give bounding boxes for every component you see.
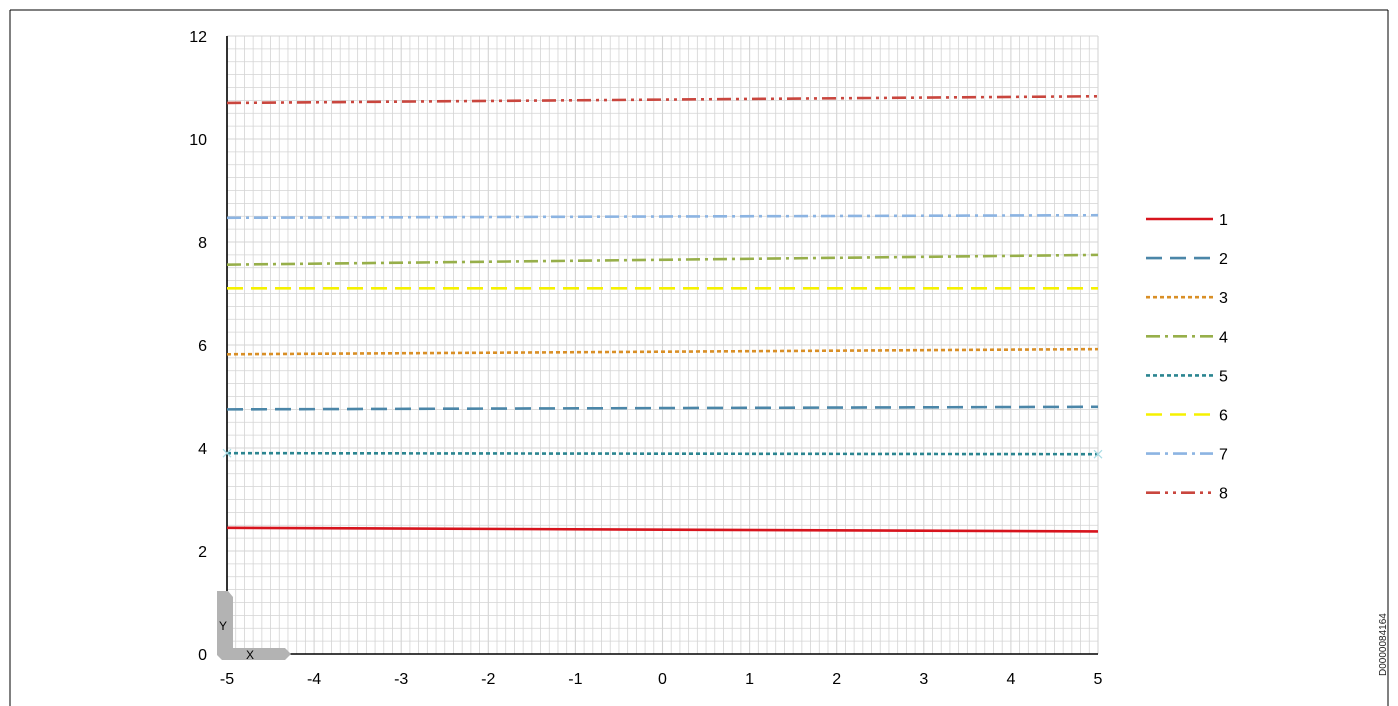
- legend-label-2: 2: [1219, 251, 1228, 268]
- y-tick-label: 2: [198, 544, 207, 561]
- legend-label-4: 4: [1219, 329, 1228, 346]
- x-tick-label: -4: [307, 671, 321, 688]
- axis-orientation-y-label: Y: [219, 619, 227, 633]
- series-5-marker: [222, 448, 232, 458]
- y-tick-label: 6: [198, 338, 207, 355]
- axis-orientation-shape: [217, 591, 291, 660]
- plot-grid: [226, 35, 1099, 655]
- series-3-line: [226, 347, 1099, 356]
- x-tick-label: 0: [658, 671, 667, 688]
- legend-label-5: 5: [1219, 368, 1228, 385]
- y-tick-label: 8: [198, 235, 207, 252]
- legend-label-3: 3: [1219, 290, 1228, 307]
- legend-label-1: 1: [1219, 212, 1228, 229]
- series-7-line: [226, 213, 1099, 220]
- x-tick-label: 5: [1094, 671, 1103, 688]
- series-4-line: [226, 253, 1099, 266]
- x-tick-label: 2: [832, 671, 841, 688]
- x-tick-label: -3: [394, 671, 408, 688]
- series-1-line: [226, 526, 1099, 533]
- axis-orientation-x-label: X: [246, 648, 254, 662]
- legend-label-7: 7: [1219, 447, 1228, 464]
- x-tick-label: 3: [919, 671, 928, 688]
- series-layer: [222, 94, 1103, 533]
- series-2-line: [226, 405, 1099, 411]
- series-5-line: [226, 451, 1099, 456]
- legend: 1 2 3 4 5 6 7 8: [1146, 212, 1228, 503]
- series-8-line: [226, 94, 1099, 105]
- axis-orientation-icon: Y X: [217, 591, 291, 662]
- x-tick-label: -5: [220, 671, 234, 688]
- x-tick-label: -2: [481, 671, 495, 688]
- y-tick-label: 4: [198, 441, 207, 458]
- document-code: D0000084164: [1378, 613, 1389, 676]
- x-tick-label: -1: [568, 671, 582, 688]
- legend-label-6: 6: [1219, 408, 1228, 425]
- x-tick-label: 1: [745, 671, 754, 688]
- y-tick-label: 10: [189, 132, 207, 149]
- series-5-marker: [1093, 449, 1103, 459]
- x-tick-label: 4: [1006, 671, 1015, 688]
- y-tick-label: 12: [189, 29, 207, 46]
- legend-label-8: 8: [1219, 486, 1228, 503]
- y-tick-label: 0: [198, 647, 207, 664]
